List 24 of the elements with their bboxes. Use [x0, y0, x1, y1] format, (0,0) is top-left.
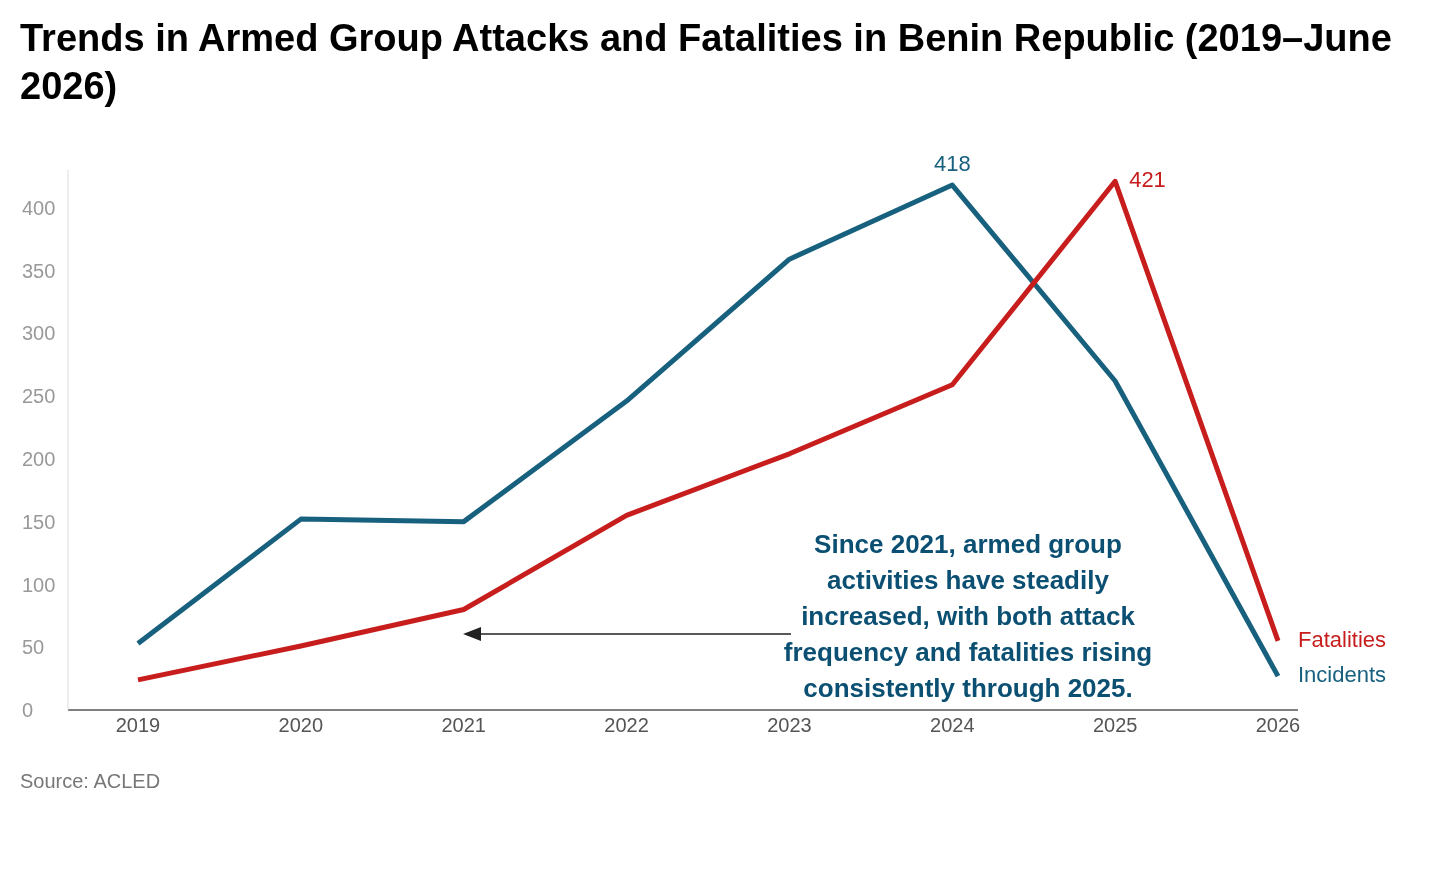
chart-title: Trends in Armed Group Attacks and Fatalities in Benin Republic (2019–June 2026) — [20, 16, 1393, 109]
x-tick-label: 2023 — [767, 714, 812, 737]
x-tick-label: 2024 — [930, 714, 975, 737]
x-tick-label: 2021 — [441, 714, 486, 737]
y-tick-label: 250 — [22, 385, 56, 408]
x-tick-label: 2022 — [604, 714, 649, 737]
data-label: 421 — [1129, 167, 1166, 193]
x-tick-label: 2026 — [1255, 714, 1301, 737]
y-tick-label: 350 — [22, 259, 56, 282]
x-tick-label: 2025 — [1092, 714, 1138, 737]
y-tick-label: 300 — [22, 322, 56, 345]
series-label: Fatalities — [1298, 626, 1387, 652]
y-tick-label: 200 — [22, 447, 56, 470]
y-tick-label: 100 — [22, 573, 56, 596]
y-tick-label: 50 — [22, 636, 45, 659]
annotation: Since 2021, armed group activities have steadily increased, with both attack frequency and fatalities rising consistently through 2025. — [782, 528, 1154, 705]
y-tick-label: 0 — [22, 699, 34, 722]
series-label: Incidents — [1298, 661, 1387, 687]
data-label: 418 — [933, 151, 971, 177]
y-tick-label: 150 — [22, 510, 56, 533]
x-tick-label: 2019 — [115, 714, 161, 737]
y-tick-label: 400 — [22, 196, 56, 219]
source-note: Source: ACLED — [20, 770, 162, 793]
x-tick-label: 2020 — [278, 714, 324, 737]
